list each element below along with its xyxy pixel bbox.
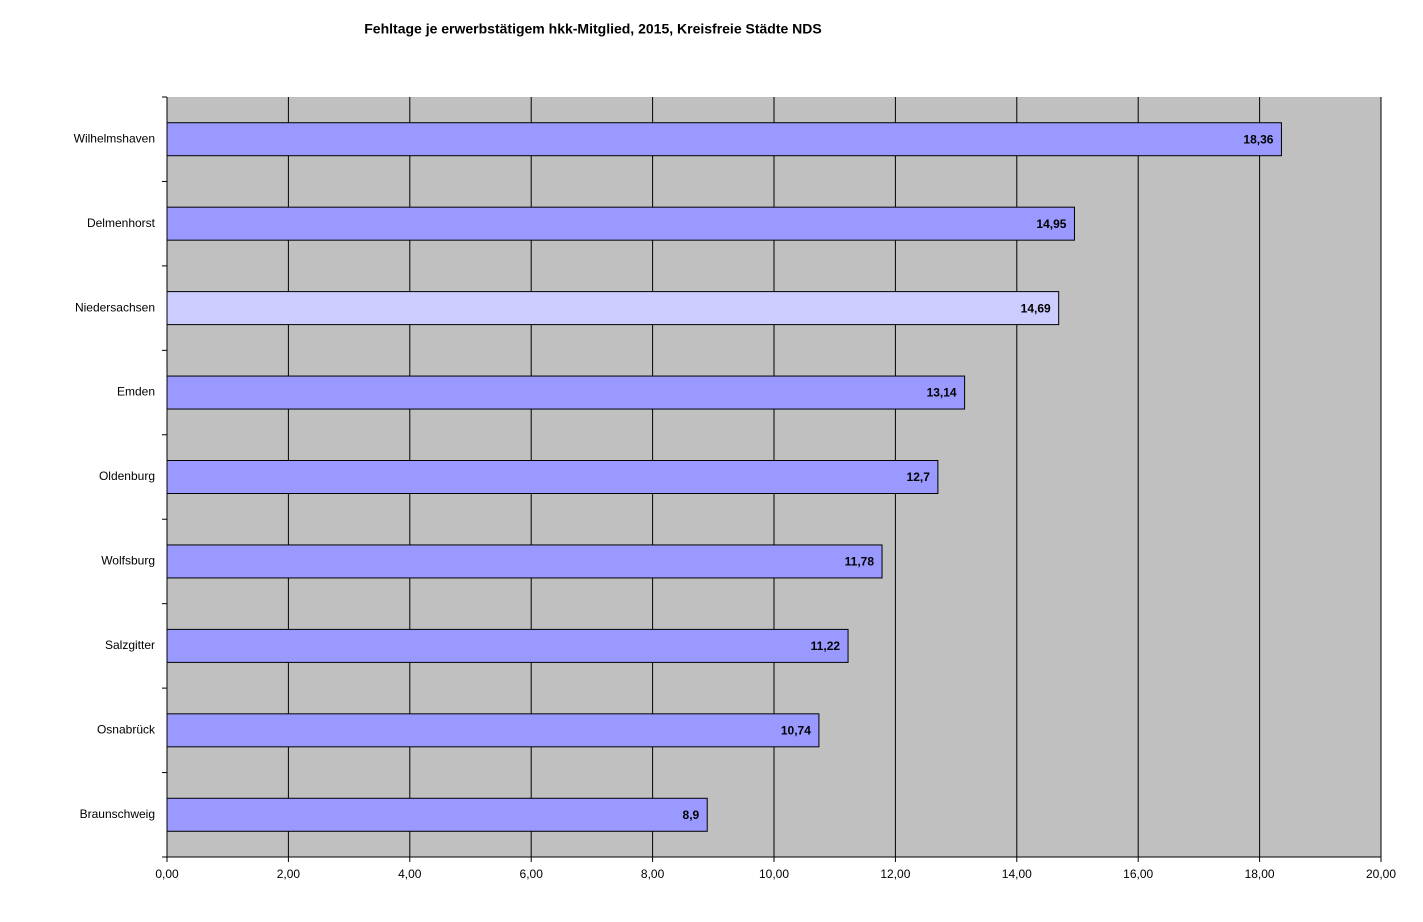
x-tick-label: 0,00 <box>155 867 179 881</box>
y-tick-label: Emden <box>117 385 155 399</box>
bar <box>166 291 1060 326</box>
value-label: 11,22 <box>811 639 841 653</box>
x-tick-label: 10,00 <box>759 867 789 881</box>
x-tick-label: 4,00 <box>398 867 422 881</box>
bar <box>166 628 849 663</box>
bar <box>166 460 939 494</box>
bar <box>166 122 1282 157</box>
value-label: 13,14 <box>927 386 957 400</box>
bar <box>166 713 820 748</box>
y-tick-label: Salzgitter <box>105 638 155 652</box>
value-label: 12,7 <box>907 470 931 484</box>
x-tick-label: 8,00 <box>641 867 665 881</box>
x-tick-label: 14,00 <box>1002 867 1032 881</box>
x-tick-label: 16,00 <box>1123 867 1153 881</box>
bar <box>166 544 883 579</box>
y-tick-label: Braunschweig <box>80 807 155 821</box>
bar <box>166 206 1075 241</box>
x-tick-label: 18,00 <box>1245 867 1275 881</box>
x-tick-label: 6,00 <box>520 867 544 881</box>
y-tick-label: Wilhelmshaven <box>74 131 155 145</box>
y-tick-label: Delmenhorst <box>87 216 156 230</box>
chart-title: Fehltage je erwerbstätigem hkk-Mitglied,… <box>364 21 821 37</box>
y-tick-label: Wolfsburg <box>101 554 155 568</box>
bar <box>166 797 708 832</box>
value-label: 10,74 <box>781 724 811 738</box>
x-tick-label: 2,00 <box>277 867 301 881</box>
x-tick-label: 12,00 <box>880 867 910 881</box>
y-tick-label: Osnabrück <box>97 723 156 737</box>
y-tick-label: Oldenburg <box>99 469 155 483</box>
value-label: 18,36 <box>1243 132 1273 146</box>
bar <box>166 375 966 410</box>
y-tick-label: Niedersachsen <box>75 300 155 314</box>
value-label: 8,9 <box>683 808 700 822</box>
value-label: 14,95 <box>1036 217 1066 231</box>
value-label: 14,69 <box>1021 301 1051 315</box>
value-label: 11,78 <box>845 555 875 569</box>
x-tick-label: 20,00 <box>1366 867 1396 881</box>
